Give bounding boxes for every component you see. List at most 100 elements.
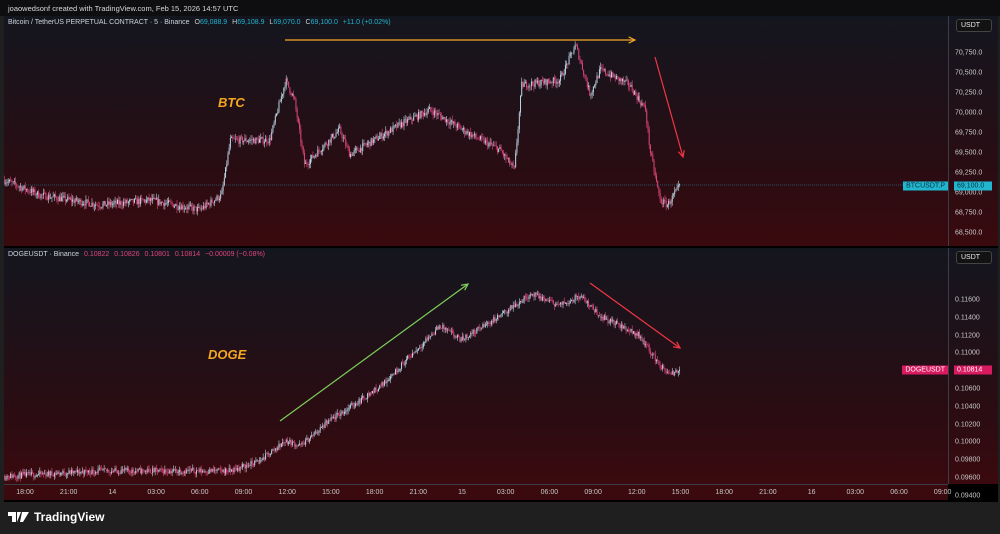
candle [72,469,74,473]
candle [427,336,429,341]
candle [638,96,640,102]
candle [647,344,649,346]
candle [280,96,282,102]
candle [16,184,18,187]
candle [278,443,280,449]
candle [401,122,403,128]
candle [176,469,178,474]
candle [579,59,581,61]
candle [5,182,7,184]
candle [532,293,534,295]
candle [336,132,338,134]
candle [266,138,268,143]
time-tick: 16 [807,489,816,496]
candle [138,468,140,469]
candle [408,118,410,120]
candle [293,94,295,97]
candle [160,201,162,205]
candle [24,185,26,191]
candle [277,448,279,450]
candle [380,133,382,137]
candle [666,372,668,374]
price-tick: 0.09600 [955,474,981,482]
candle [73,199,75,203]
candle [522,300,524,303]
candle [70,469,72,474]
candle [539,84,541,87]
candle [575,44,577,46]
candle [286,78,288,82]
candle [583,69,585,75]
candle [586,300,588,304]
candle [479,328,481,329]
candle [155,198,157,200]
high-label: H [232,19,238,26]
candle [592,86,594,92]
candle [643,340,645,346]
candle [341,133,343,139]
candle [567,303,569,305]
candle [84,204,86,206]
candle [314,155,316,157]
candle [306,162,308,165]
candle [87,470,89,473]
candle [135,470,137,474]
candle [411,120,413,121]
candle [527,297,529,299]
candle [659,192,661,200]
candle [402,122,404,127]
candle [604,315,606,320]
btc-plot[interactable] [4,16,948,246]
candle [672,194,674,196]
candle [471,332,473,334]
candle [358,150,360,153]
candle [306,437,308,440]
candle [340,126,342,134]
candle [56,473,58,475]
candle [98,206,100,208]
btc-price-axis[interactable]: USDT 70,750.0 70,500.0 70,250.0 70,000.0 69,… [948,16,998,246]
candle [250,139,252,141]
candle [191,469,193,471]
doge-price-axis[interactable]: USDT 0.11600 0.11400 0.11200 0.11000 0.10600… [948,248,998,499]
candle [428,336,430,338]
candle [404,360,406,366]
candle [33,189,35,192]
candle [630,84,632,87]
doge-plot[interactable] [4,248,948,484]
doge-currency-button[interactable]: USDT [956,251,992,264]
candle [25,472,27,477]
candle [493,145,495,146]
doge-change: −0.00009 (−0.08%) [205,251,266,258]
candle [144,470,146,472]
candle [327,421,329,424]
candle [198,206,200,208]
candle [252,139,254,141]
price-tick: 0.11200 [955,332,980,340]
candle [61,197,63,202]
btc-currency-button[interactable]: USDT [956,19,992,32]
candle [676,186,678,190]
doge-pane[interactable]: DOGEUSDT · Binance 0.10822 0.10826 0.108… [4,248,998,499]
price-tick: 70,000.0 [955,109,983,117]
candle [39,197,41,199]
time-axis[interactable]: 18:00 21:00 14 03:00 06:00 09:00 12:00 15:00 18:… [4,484,951,500]
candle [583,296,585,298]
candle [367,393,369,399]
btc-pane[interactable]: Bitcoin / TetherUS PERPETUAL CONTRACT · … [4,16,998,246]
candle [447,119,449,123]
candle [489,142,491,144]
chart-frame: Bitcoin / TetherUS PERPETUAL CONTRACT · … [4,16,998,502]
candle [278,102,280,113]
candle [351,403,353,405]
candle [600,316,602,318]
candle [466,131,468,134]
candle [49,471,51,476]
candle [45,473,47,476]
price-tick: 0.11400 [955,314,980,322]
candle [180,206,182,210]
candle [198,470,200,472]
candle [220,468,222,471]
candle [670,201,672,204]
candle [482,324,484,328]
